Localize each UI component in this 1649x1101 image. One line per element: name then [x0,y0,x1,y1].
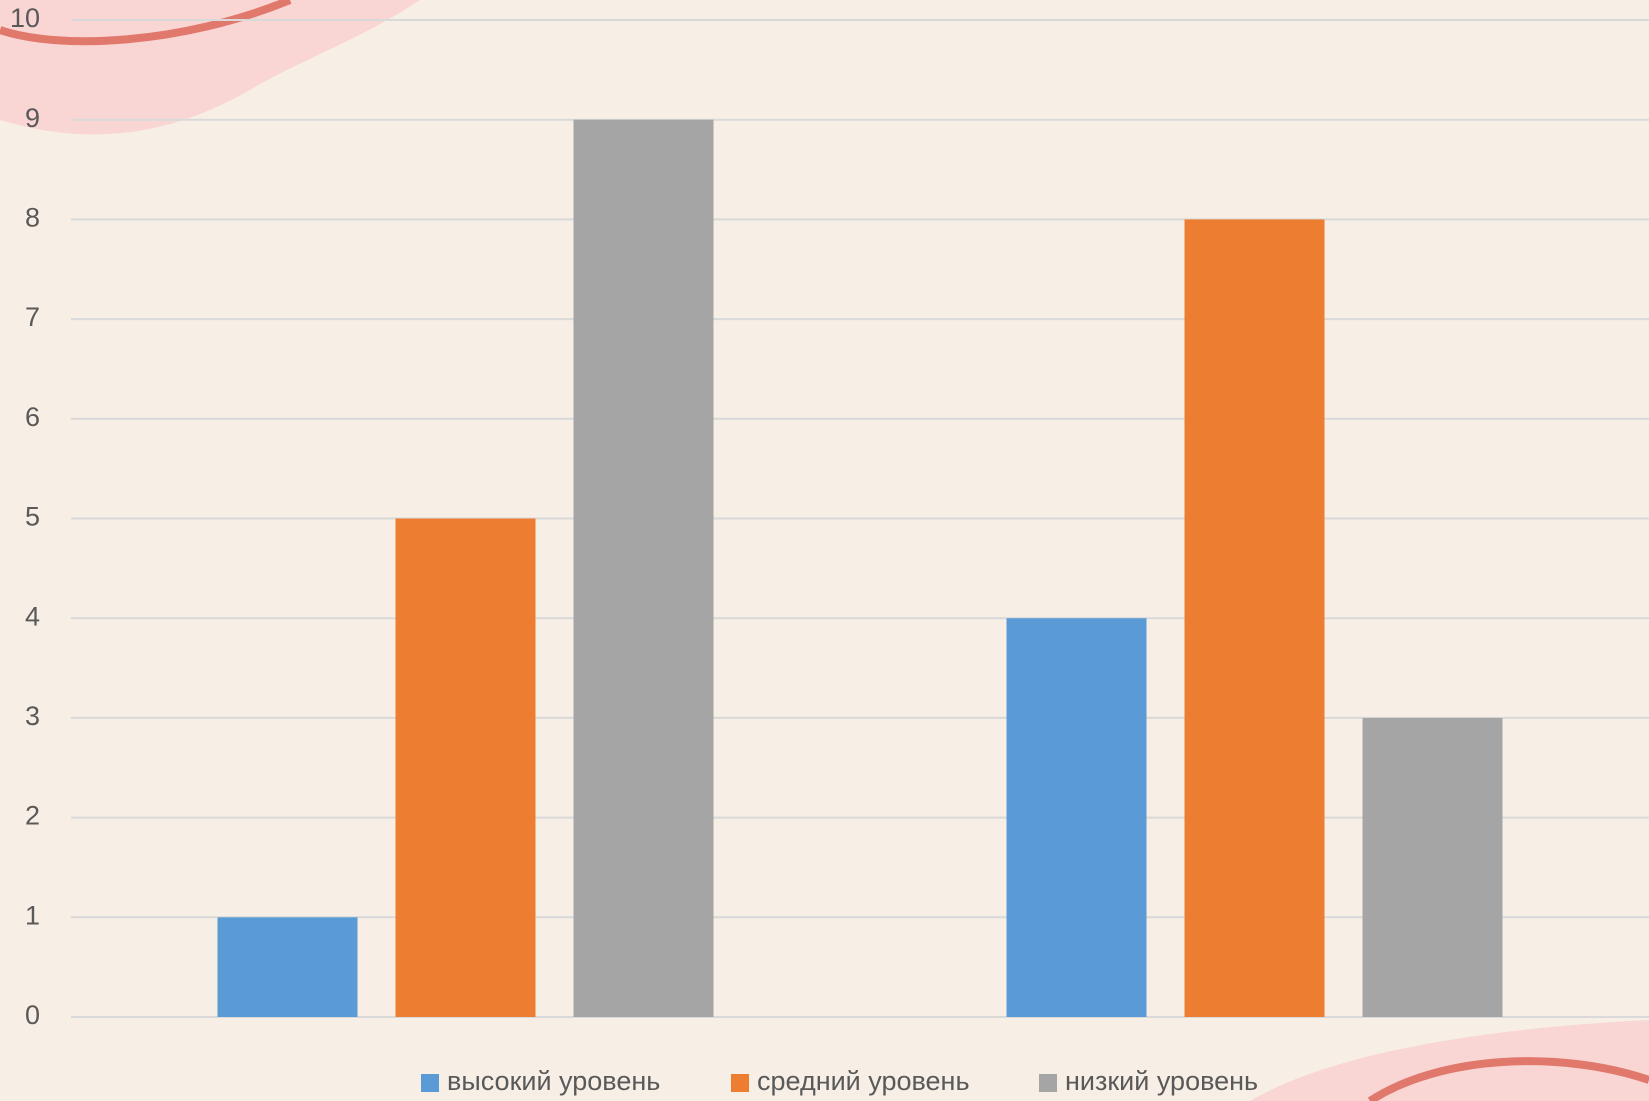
y-tick-label: 4 [25,601,40,631]
bar [1006,618,1147,1017]
legend-swatch [421,1074,439,1092]
bar [217,917,358,1017]
y-tick-label: 5 [25,502,40,532]
y-tick-label: 7 [25,302,40,332]
y-tick-label: 10 [10,3,40,33]
plot-area: 0 1 2 3 4 5 6 7 8 9 10 [10,3,1649,1030]
y-tick-label: 1 [25,900,40,930]
y-tick-label: 0 [25,1000,40,1030]
legend-swatch [731,1074,749,1092]
legend-label: средний уровень [757,1066,970,1096]
bar [1362,717,1503,1017]
y-tick-label: 9 [25,103,40,133]
bar [1184,219,1325,1017]
legend-swatch [1039,1074,1057,1092]
bar [395,518,536,1017]
y-tick-label: 3 [25,701,40,731]
y-tick-label: 8 [25,203,40,233]
legend: высокий уровень средний уровень низкий уро… [421,1066,1258,1096]
legend-label: низкий уровень [1065,1066,1258,1096]
y-tick-label: 6 [25,402,40,432]
y-tick-label: 2 [25,801,40,831]
legend-label: высокий уровень [447,1066,660,1096]
bar [573,119,714,1017]
